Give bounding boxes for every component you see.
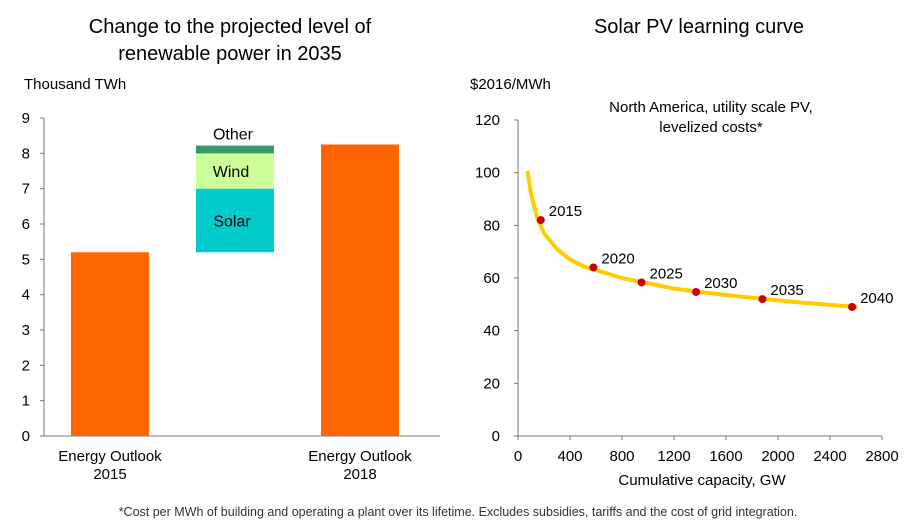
- left-y-unit: Thousand TWh: [24, 76, 126, 93]
- right-x-tick-label: 2800: [865, 448, 898, 465]
- right-y-tick-label: 80: [483, 217, 500, 234]
- right-x-tick-label: 800: [609, 448, 634, 465]
- right-x-tick-label: 2000: [761, 448, 794, 465]
- right-x-tick-label: 2400: [813, 448, 846, 465]
- left-y-tick-label: 6: [22, 216, 30, 233]
- left-y-tick-label: 1: [22, 393, 30, 410]
- point-marker-2020: [589, 263, 598, 272]
- left-y-ticks: 0 1 2 3 4 5 6 7 8 9: [22, 110, 44, 445]
- point-marker-2035: [758, 295, 767, 304]
- point-label-2020: 2020: [601, 250, 634, 267]
- right-x-tick-label: 0: [514, 448, 522, 465]
- left-y-tick-label: 7: [22, 181, 30, 198]
- right-y-tick-label: 100: [475, 165, 500, 182]
- right-title: Solar PV learning curve: [594, 16, 804, 38]
- point-marker-2015: [536, 216, 545, 225]
- point-marker-2040: [848, 302, 857, 311]
- left-title-line-2: renewable power in 2035: [118, 43, 342, 65]
- left-y-tick-label: 3: [22, 322, 30, 339]
- right-y-unit: $2016/MWh: [470, 76, 551, 93]
- left-bar-total: [71, 252, 149, 436]
- right-y-tick-label: 120: [475, 112, 500, 129]
- left-y-tick-label: 0: [22, 428, 30, 445]
- left-title-line-1: Change to the projected level of: [89, 16, 372, 38]
- point-label-2035: 2035: [770, 282, 803, 299]
- left-bar-increment-other: [196, 145, 274, 154]
- right-x-tick-label: 1200: [657, 448, 690, 465]
- left-category-label: 2015: [93, 466, 126, 483]
- right-annotation-line-2: levelized costs*: [659, 119, 763, 136]
- left-category-label: Energy Outlook: [308, 448, 412, 465]
- left-bar-increment-solar: [196, 188, 274, 253]
- right-y-tick-label: 60: [483, 270, 500, 287]
- footnote: *Cost per MWh of building and operating …: [119, 505, 798, 519]
- left-category-label: Energy Outlook: [58, 448, 162, 465]
- right-x-ticks: 0 400 800 1200 1600 2000 2400 2800: [514, 436, 899, 465]
- left-segment-label: Solar: [213, 213, 251, 230]
- left-y-tick-label: 5: [22, 251, 30, 268]
- left-category-label: 2018: [343, 466, 376, 483]
- left-segment-label: Other: [213, 127, 254, 144]
- point-label-2040: 2040: [860, 290, 893, 307]
- learning-curve-line: [525, 170, 858, 309]
- right-y-tick-label: 20: [483, 375, 500, 392]
- right-y-ticks: 0 20 40 60 80 100 120: [475, 112, 518, 445]
- point-marker-2025: [637, 278, 646, 287]
- right-x-axis-title: Cumulative capacity, GW: [618, 472, 786, 489]
- left-chart: Change to the projected level of renewab…: [22, 16, 440, 483]
- left-y-tick-label: 9: [22, 110, 30, 127]
- right-y-tick-label: 0: [492, 428, 500, 445]
- point-label-2030: 2030: [704, 275, 737, 292]
- point-label-2015: 2015: [549, 203, 582, 220]
- left-y-tick-label: 4: [22, 287, 30, 304]
- right-annotation-line-1: North America, utility scale PV,: [609, 99, 813, 116]
- right-y-tick-label: 40: [483, 323, 500, 340]
- left-y-tick-label: 8: [22, 145, 30, 162]
- left-bar-total: [321, 144, 399, 436]
- point-marker-2030: [692, 287, 701, 296]
- left-y-tick-label: 2: [22, 357, 30, 374]
- point-label-2025: 2025: [650, 265, 683, 282]
- right-x-tick-label: 400: [557, 448, 582, 465]
- right-x-tick-label: 1600: [709, 448, 742, 465]
- learning-curve-points: 2015 2020 2025 2030 2035 2040: [536, 203, 893, 311]
- left-segment-label: Wind: [213, 164, 249, 181]
- left-bars: Solar Wind Other: [71, 127, 399, 436]
- left-bar-increment-wind: [196, 153, 274, 189]
- right-chart: Solar PV learning curve $2016/MWh North …: [470, 16, 899, 489]
